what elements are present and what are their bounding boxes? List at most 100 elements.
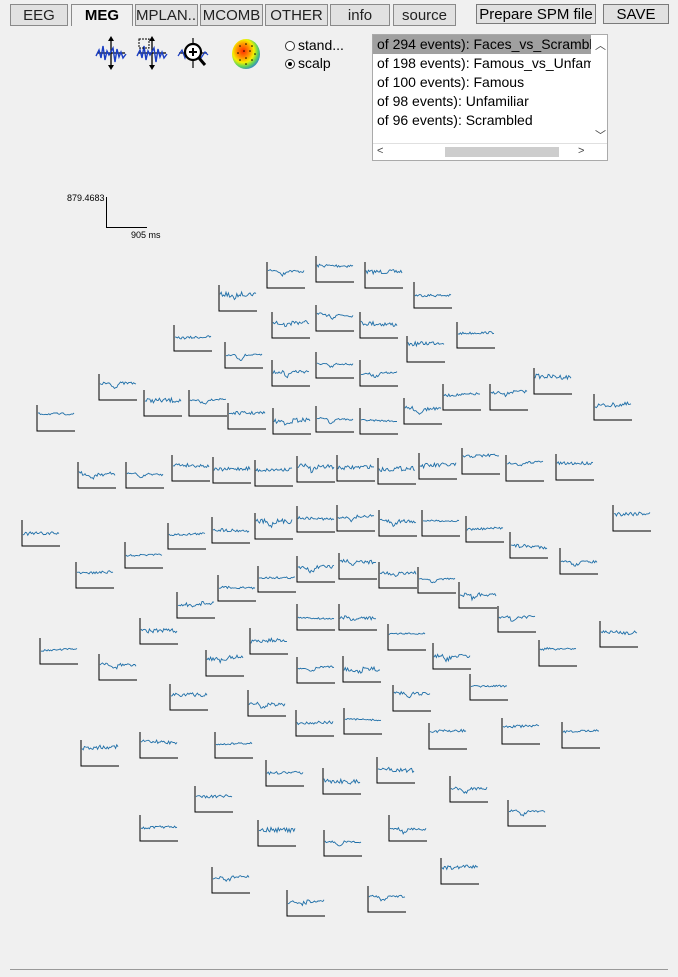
channel-plot[interactable]: [497, 606, 536, 633]
channel-plot[interactable]: [387, 624, 426, 651]
channel-plot[interactable]: [254, 460, 293, 487]
channel-plot[interactable]: [489, 384, 528, 411]
channel-plot[interactable]: [336, 505, 375, 532]
channel-plot[interactable]: [125, 462, 164, 489]
channel-plot[interactable]: [188, 390, 227, 417]
vertical-scrollbar[interactable]: ︿ ﹀: [591, 35, 607, 145]
channel-plot[interactable]: [194, 786, 233, 813]
waveform-select-icon[interactable]: [136, 36, 168, 70]
radio-standard[interactable]: stand...: [285, 37, 344, 53]
scalp-topography-icon[interactable]: [230, 36, 262, 70]
channel-plot[interactable]: [257, 566, 296, 593]
channel-plot[interactable]: [271, 360, 310, 387]
channel-plot[interactable]: [501, 718, 540, 745]
channel-plot[interactable]: [247, 690, 286, 717]
channel-plot[interactable]: [392, 685, 431, 712]
channel-plot[interactable]: [559, 548, 598, 575]
scroll-up-icon[interactable]: ︿: [595, 40, 606, 52]
channel-plot[interactable]: [376, 757, 415, 784]
channel-plot[interactable]: [139, 732, 178, 759]
channel-plot[interactable]: [212, 457, 251, 484]
scroll-left-icon[interactable]: <: [377, 145, 384, 157]
channel-plot[interactable]: [315, 352, 354, 379]
radio-standard-dot[interactable]: [285, 41, 295, 51]
tab-meg[interactable]: MEG: [71, 4, 133, 26]
channel-plot[interactable]: [465, 516, 504, 543]
prepare-spm-button[interactable]: Prepare SPM file: [476, 4, 596, 24]
channel-plot[interactable]: [561, 722, 600, 749]
radio-scalp[interactable]: scalp: [285, 55, 331, 71]
channel-plot[interactable]: [296, 456, 335, 483]
channel-plot[interactable]: [440, 858, 479, 885]
channel-plot[interactable]: [403, 398, 442, 425]
channel-plot[interactable]: [442, 384, 481, 411]
channel-plot[interactable]: [271, 312, 310, 339]
channel-plot[interactable]: [449, 776, 488, 803]
channel-plot[interactable]: [388, 815, 427, 842]
channel-plot[interactable]: [406, 336, 445, 363]
channel-plot[interactable]: [315, 406, 354, 433]
channel-plot[interactable]: [418, 453, 457, 480]
channel-plot[interactable]: [39, 638, 78, 665]
channel-plot[interactable]: [272, 408, 311, 435]
scroll-thumb[interactable]: [445, 147, 559, 157]
channel-plot[interactable]: [315, 305, 354, 332]
channel-plot[interactable]: [417, 567, 456, 594]
channel-plot[interactable]: [593, 394, 632, 421]
condition-item[interactable]: of 100 events): Famous: [377, 74, 525, 90]
channel-plot[interactable]: [315, 256, 354, 283]
channel-plot[interactable]: [367, 886, 406, 913]
channel-plot[interactable]: [249, 628, 288, 655]
channel-plot[interactable]: [421, 510, 460, 537]
channel-plot[interactable]: [323, 830, 362, 857]
scroll-right-icon[interactable]: >: [578, 145, 585, 157]
channel-plot[interactable]: [98, 654, 137, 681]
channel-plot[interactable]: [257, 820, 296, 847]
channel-plot[interactable]: [538, 640, 577, 667]
channel-plot[interactable]: [507, 800, 546, 827]
channel-plot[interactable]: [98, 374, 137, 401]
channel-plot[interactable]: [599, 621, 638, 648]
tab-mplanar[interactable]: MPLAN...: [135, 4, 198, 26]
channel-plot[interactable]: [139, 618, 178, 645]
radio-scalp-dot[interactable]: [285, 59, 295, 69]
channel-plot[interactable]: [461, 448, 500, 475]
channel-plot[interactable]: [286, 890, 325, 917]
channel-plot[interactable]: [469, 674, 508, 701]
channel-plot[interactable]: [169, 684, 208, 711]
channel-plot[interactable]: [377, 458, 416, 485]
channel-plot[interactable]: [217, 575, 256, 602]
channel-plot[interactable]: [218, 285, 257, 312]
scroll-down-icon[interactable]: ﹀: [595, 130, 606, 142]
channel-plot[interactable]: [428, 723, 467, 750]
tab-info[interactable]: info: [330, 4, 390, 26]
channel-plot[interactable]: [555, 454, 594, 481]
tab-other[interactable]: OTHER: [265, 4, 328, 26]
channel-plot[interactable]: [359, 312, 398, 339]
channel-plot[interactable]: [214, 732, 253, 759]
channel-plot[interactable]: [167, 523, 206, 550]
channel-plot[interactable]: [432, 643, 471, 670]
channel-plot[interactable]: [612, 505, 651, 532]
channel-plot[interactable]: [224, 342, 263, 369]
channel-plot[interactable]: [143, 390, 182, 417]
channel-plot[interactable]: [322, 768, 361, 795]
tab-eeg[interactable]: EEG: [10, 4, 68, 26]
channel-plot[interactable]: [359, 408, 398, 435]
channel-plot[interactable]: [295, 710, 334, 737]
channel-plot[interactable]: [254, 513, 293, 540]
channel-plot[interactable]: [296, 604, 335, 631]
channel-plot[interactable]: [336, 455, 375, 482]
channel-plot[interactable]: [266, 262, 305, 289]
channel-plot[interactable]: [205, 650, 244, 677]
channel-plot[interactable]: [338, 604, 377, 631]
channel-plot[interactable]: [378, 510, 417, 537]
channel-plot[interactable]: [171, 455, 210, 482]
channel-plot[interactable]: [458, 582, 497, 609]
channel-plot[interactable]: [533, 368, 572, 395]
channel-plot[interactable]: [77, 462, 116, 489]
condition-item[interactable]: of 294 events): Faces_vs_Scrambled: [373, 35, 593, 54]
channel-plot[interactable]: [378, 562, 417, 589]
waveform-icon[interactable]: [95, 36, 127, 70]
condition-item[interactable]: of 98 events): Unfamiliar: [377, 93, 529, 109]
